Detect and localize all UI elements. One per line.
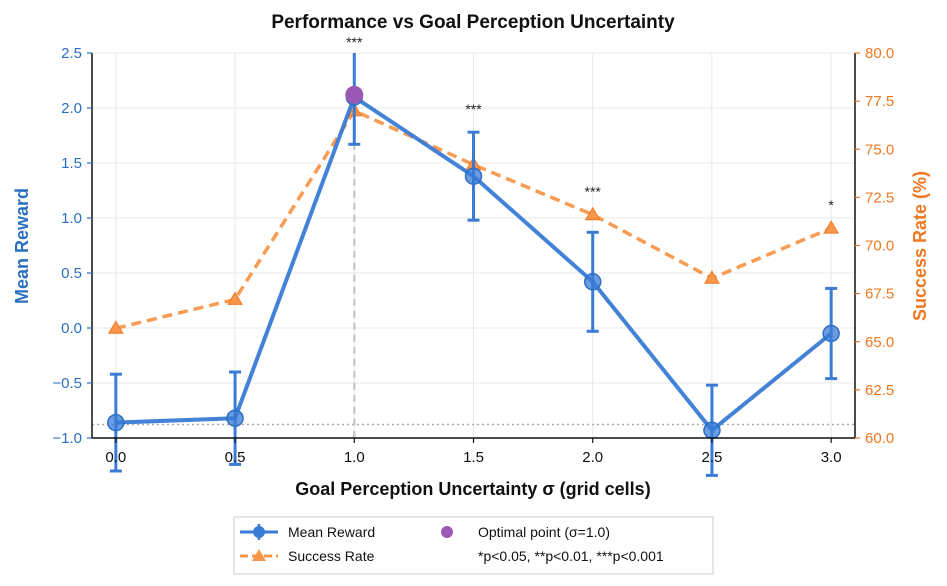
legend-label-significance: *p<0.05, **p<0.01, ***p<0.001 [478,548,664,564]
chart-title: Performance vs Goal Perception Uncertain… [271,12,675,33]
reference-lines [92,94,855,438]
y-right-tick-label-7: 62.5 [865,382,894,399]
significance-label-1: *** [465,101,482,117]
series-layer: ********** [107,34,840,477]
legend-mean-reward-marker [253,526,265,538]
x-tick-label-0: 0.0 [105,449,126,466]
mean-reward-point-4 [583,273,602,291]
y-axis-right-label: Success Rate (%) [910,171,930,321]
y-right-tick-label-3: 72.5 [865,189,894,206]
y-right-tick-label-5: 67.5 [865,286,894,303]
x-tick-label-5: 2.5 [702,449,723,466]
y-right-tick-label-1: 77.5 [865,93,894,110]
legend-label-success-rate: Success Rate [288,548,375,564]
y-left-tick-label-4: 0.5 [61,265,82,282]
success-rate-point-1 [227,291,243,305]
x-tick-label-6: 3.0 [821,449,842,466]
x-tick-label-3: 1.5 [463,449,484,466]
y-right-tick-label-2: 75.0 [865,141,894,158]
legend: Mean Reward Success Rate Optimal point (… [233,516,714,575]
legend-success-rate-marker [252,549,266,561]
legend-label-mean-reward: Mean Reward [288,524,375,540]
mean-reward-point-5 [703,421,721,440]
x-tick-label-4: 2.0 [582,449,603,466]
legend-mean-reward: Mean Reward [240,524,375,540]
mean-reward-point-0 [107,413,125,432]
y-right-tick-label-0: 80.0 [865,45,894,62]
legend-optimal-marker [441,526,453,538]
success-rate-point-0 [107,320,124,334]
y-right-tick-label-4: 70.0 [865,238,894,255]
axes: 2.5 2.0 1.5 1.0 0.5 0.0 −0.5 −1.0 80.0 77.5 75.0 72… [52,45,894,466]
legend-label-optimal: Optimal point (σ=1.0) [478,524,610,540]
y-left-tick-label-5: 0.0 [61,320,82,337]
significance-label-2: *** [585,184,602,200]
y-left-tick-label-0: 2.5 [61,45,82,62]
y-left-tick-label-6: −0.5 [52,375,82,392]
mean-reward-point-1 [226,409,244,427]
y-left-tick-label-3: 1.0 [61,210,82,227]
y-right-tick-label-8: 60.0 [865,430,894,447]
y-right-tick-label-6: 65.0 [865,334,894,351]
y-left-tick-label-2: 1.5 [61,155,82,172]
success-rate-point-4 [584,206,601,221]
legend-optimal-point: Optimal point (σ=1.0) [441,524,610,540]
success-rate-point-6 [823,220,840,234]
legend-box [233,516,714,575]
y-left-tick-label-1: 2.0 [61,100,82,117]
y-left-tick-label-7: −1.0 [52,430,82,447]
x-tick-label-2: 1.0 [344,449,365,466]
grid [92,52,855,439]
mean-reward-point-6 [822,324,840,343]
mean-reward-point-3 [464,167,483,185]
significance-label-0: *** [346,34,363,50]
x-tick-label-1: 0.5 [225,449,246,466]
optimal-point-marker [345,85,364,104]
y-axis-left-label: Mean Reward [12,188,32,304]
legend-success-rate: Success Rate [240,548,375,564]
x-axis-label: Goal Perception Uncertainty σ (grid cell… [295,479,650,499]
significance-label-3: * [828,197,834,213]
success-rate-point-5 [704,270,720,284]
